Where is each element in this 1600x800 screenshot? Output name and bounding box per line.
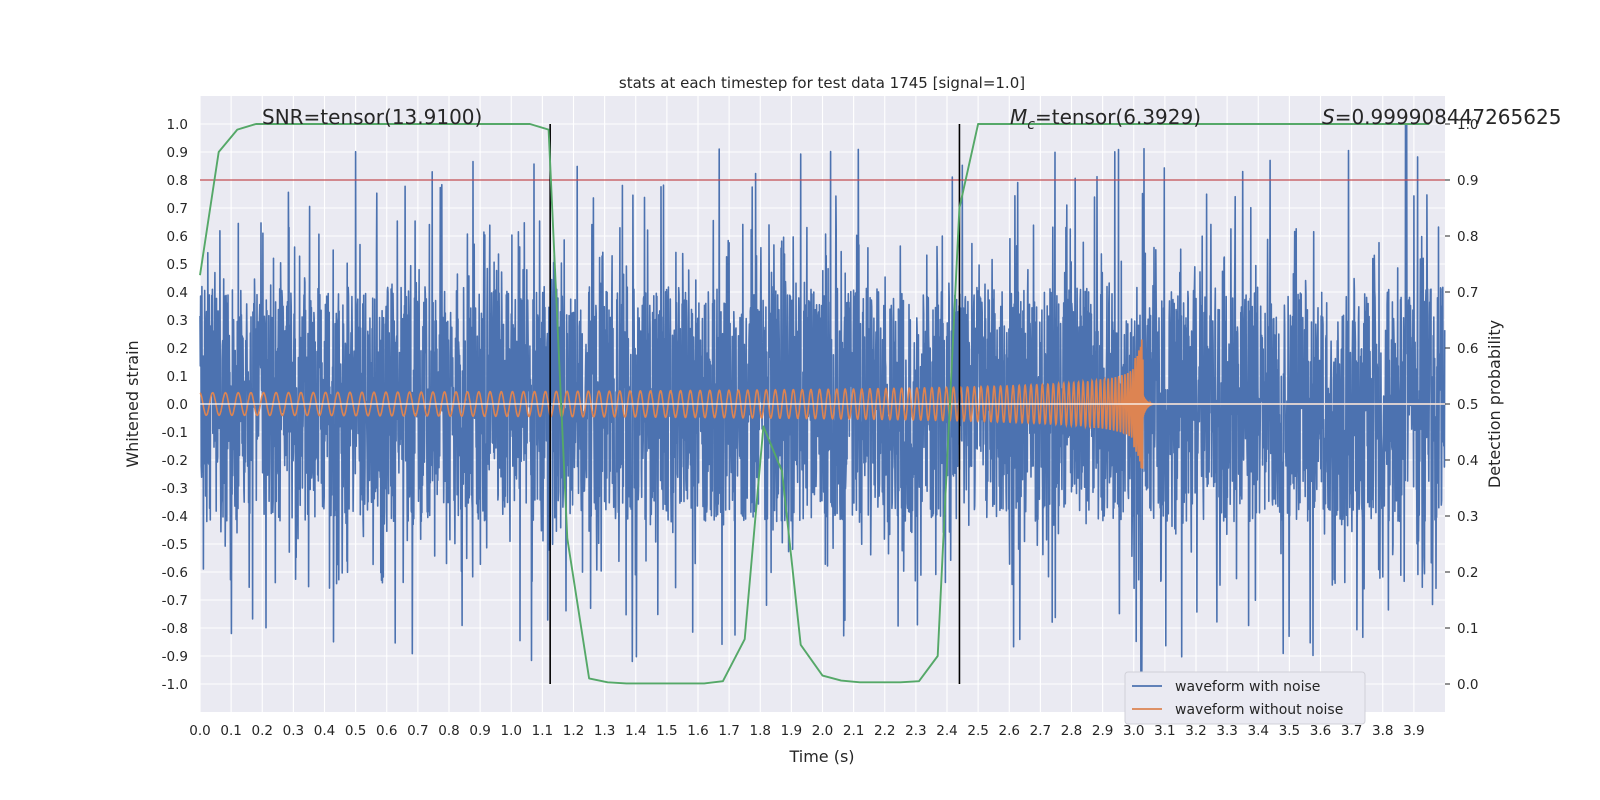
y-axis-label: Whitened strain	[123, 340, 142, 467]
y-tick-label: -0.1	[162, 425, 188, 441]
y-tick-label: 0.0	[167, 397, 188, 413]
x-tick-label: 0.9	[469, 723, 490, 739]
x-tick-label: 0.5	[345, 723, 366, 739]
x-tick-label: 1.8	[750, 723, 771, 739]
y-tick-label: 0.1	[167, 369, 188, 385]
legend-box	[1124, 671, 1366, 725]
y-tick-label: 0.7	[167, 201, 188, 217]
x-tick-label: 0.8	[438, 723, 459, 739]
x-tick-label: 1.2	[563, 723, 584, 739]
x-tick-label: 1.7	[718, 723, 739, 739]
mc-symbol: M	[1010, 105, 1027, 129]
mc-value: =tensor(6.3929)	[1035, 105, 1201, 129]
x-tick-label: 1.0	[501, 723, 522, 739]
y-tick-label: -0.9	[162, 649, 188, 665]
x-tick-label: 0.1	[220, 723, 241, 739]
x-tick-label: 0.6	[376, 723, 397, 739]
y-tick-label: -0.8	[162, 621, 188, 637]
x-tick-label: 0.0	[189, 723, 210, 739]
x-tick-label: 0.2	[252, 723, 273, 739]
y-tick-label: -0.2	[162, 453, 188, 469]
y-tick-label: 0.4	[167, 285, 188, 301]
x-tick-label: 2.3	[905, 723, 926, 739]
x-tick-label: 2.8	[1061, 723, 1082, 739]
x-tick-label: 2.0	[812, 723, 833, 739]
chart-title: stats at each timestep for test data 174…	[619, 74, 1025, 92]
x-tick-label: 3.4	[1248, 723, 1269, 739]
y-right-tick-label: 0.6	[1457, 341, 1478, 357]
snr-annotation: SNR=tensor(13.9100)	[262, 105, 482, 129]
y-ticks-right: 1.0 0.9 0.8 0.7 0.6 0.5 0.4 0.3 0.2 0.1 0.0	[1445, 117, 1478, 693]
y-tick-label: 0.8	[167, 173, 188, 189]
y-right-tick-label: 0.4	[1457, 453, 1478, 469]
y-right-tick-label: 0.3	[1457, 509, 1478, 525]
x-tick-label: 2.6	[999, 723, 1020, 739]
x-tick-label: 1.5	[656, 723, 677, 739]
series-noise	[199, 123, 1446, 680]
y-right-tick-label: 0.8	[1457, 229, 1478, 245]
x-tick-label: 2.1	[843, 723, 864, 739]
y-tick-label: -0.5	[162, 537, 188, 553]
y-right-tick-label: 0.5	[1457, 397, 1478, 413]
y-tick-label: 1.0	[167, 117, 188, 133]
x-tick-label: 1.9	[781, 723, 802, 739]
x-tick-label: 3.8	[1372, 723, 1393, 739]
y-axis-label-right: Detection probability	[1485, 320, 1504, 488]
x-tick-label: 3.2	[1185, 723, 1206, 739]
overlay-lines	[200, 124, 1445, 684]
s-symbol: S	[1322, 105, 1335, 129]
x-tick-label: 3.7	[1341, 723, 1362, 739]
x-tick-label: 2.4	[936, 723, 957, 739]
x-tick-label: 1.6	[687, 723, 708, 739]
x-tick-label: 0.4	[314, 723, 335, 739]
y-tick-label: -0.4	[162, 509, 188, 525]
x-tick-label: 1.3	[594, 723, 615, 739]
score-annotation: S=0.999908447265625	[1322, 105, 1561, 129]
y-tick-label: 0.3	[167, 313, 188, 329]
legend-label-clean: waveform without noise	[1175, 702, 1343, 718]
series-prob	[199, 123, 1430, 685]
x-tick-label: 3.5	[1279, 723, 1300, 739]
x-tick-label: 2.9	[1092, 723, 1113, 739]
y-tick-label: -1.0	[162, 677, 188, 693]
s-value: =0.999908447265625	[1335, 105, 1562, 129]
y-tick-label: 0.9	[167, 145, 188, 161]
y-tick-label: -0.6	[162, 565, 188, 581]
x-axis-label: Time (s)	[788, 747, 854, 766]
noise-waveform-line	[199, 123, 1446, 680]
detection-probability-line	[199, 123, 1430, 685]
x-tick-label: 2.5	[967, 723, 988, 739]
y-tick-label: 0.5	[167, 257, 188, 273]
y-right-tick-label: 0.7	[1457, 285, 1478, 301]
legend-label-noise: waveform with noise	[1175, 679, 1320, 695]
x-tick-label: 2.7	[1030, 723, 1051, 739]
x-tick-label: 3.1	[1154, 723, 1175, 739]
x-tick-label: 3.9	[1403, 723, 1424, 739]
y-tick-label: 0.6	[167, 229, 188, 245]
y-right-tick-label: 0.9	[1457, 173, 1478, 189]
mc-subscript: c	[1027, 117, 1035, 133]
legend: waveform with noise waveform without noi…	[1124, 671, 1366, 725]
x-tick-label: 3.6	[1310, 723, 1331, 739]
y-right-tick-label: 1.0	[1457, 117, 1478, 133]
y-ticks-left: 1.0 0.9 0.8 0.7 0.6 0.5 0.4 0.3 0.2 0.1 0.0 -0.1 -0.…	[162, 117, 188, 693]
x-tick-label: 0.7	[407, 723, 428, 739]
chirp-mass-annotation: Mc=tensor(6.3929)	[1010, 105, 1201, 133]
x-tick-label: 0.3	[283, 723, 304, 739]
x-tick-label: 3.3	[1216, 723, 1237, 739]
x-ticks: 0.0 0.1 0.2 0.3 0.4 0.5 0.6 0.7 0.8 0.9 1.0 1.1 1.2 1…	[189, 723, 1424, 739]
y-right-tick-label: 0.1	[1457, 621, 1478, 637]
x-tick-label: 1.1	[532, 723, 553, 739]
y-tick-label: -0.3	[162, 481, 188, 497]
x-tick-label: 1.4	[625, 723, 646, 739]
x-tick-label: 3.0	[1123, 723, 1144, 739]
x-tick-label: 2.2	[874, 723, 895, 739]
y-right-tick-label: 0.2	[1457, 565, 1478, 581]
y-tick-label: -0.7	[162, 593, 188, 609]
y-right-tick-label: 0.0	[1457, 677, 1478, 693]
y-tick-label: 0.2	[167, 341, 188, 357]
